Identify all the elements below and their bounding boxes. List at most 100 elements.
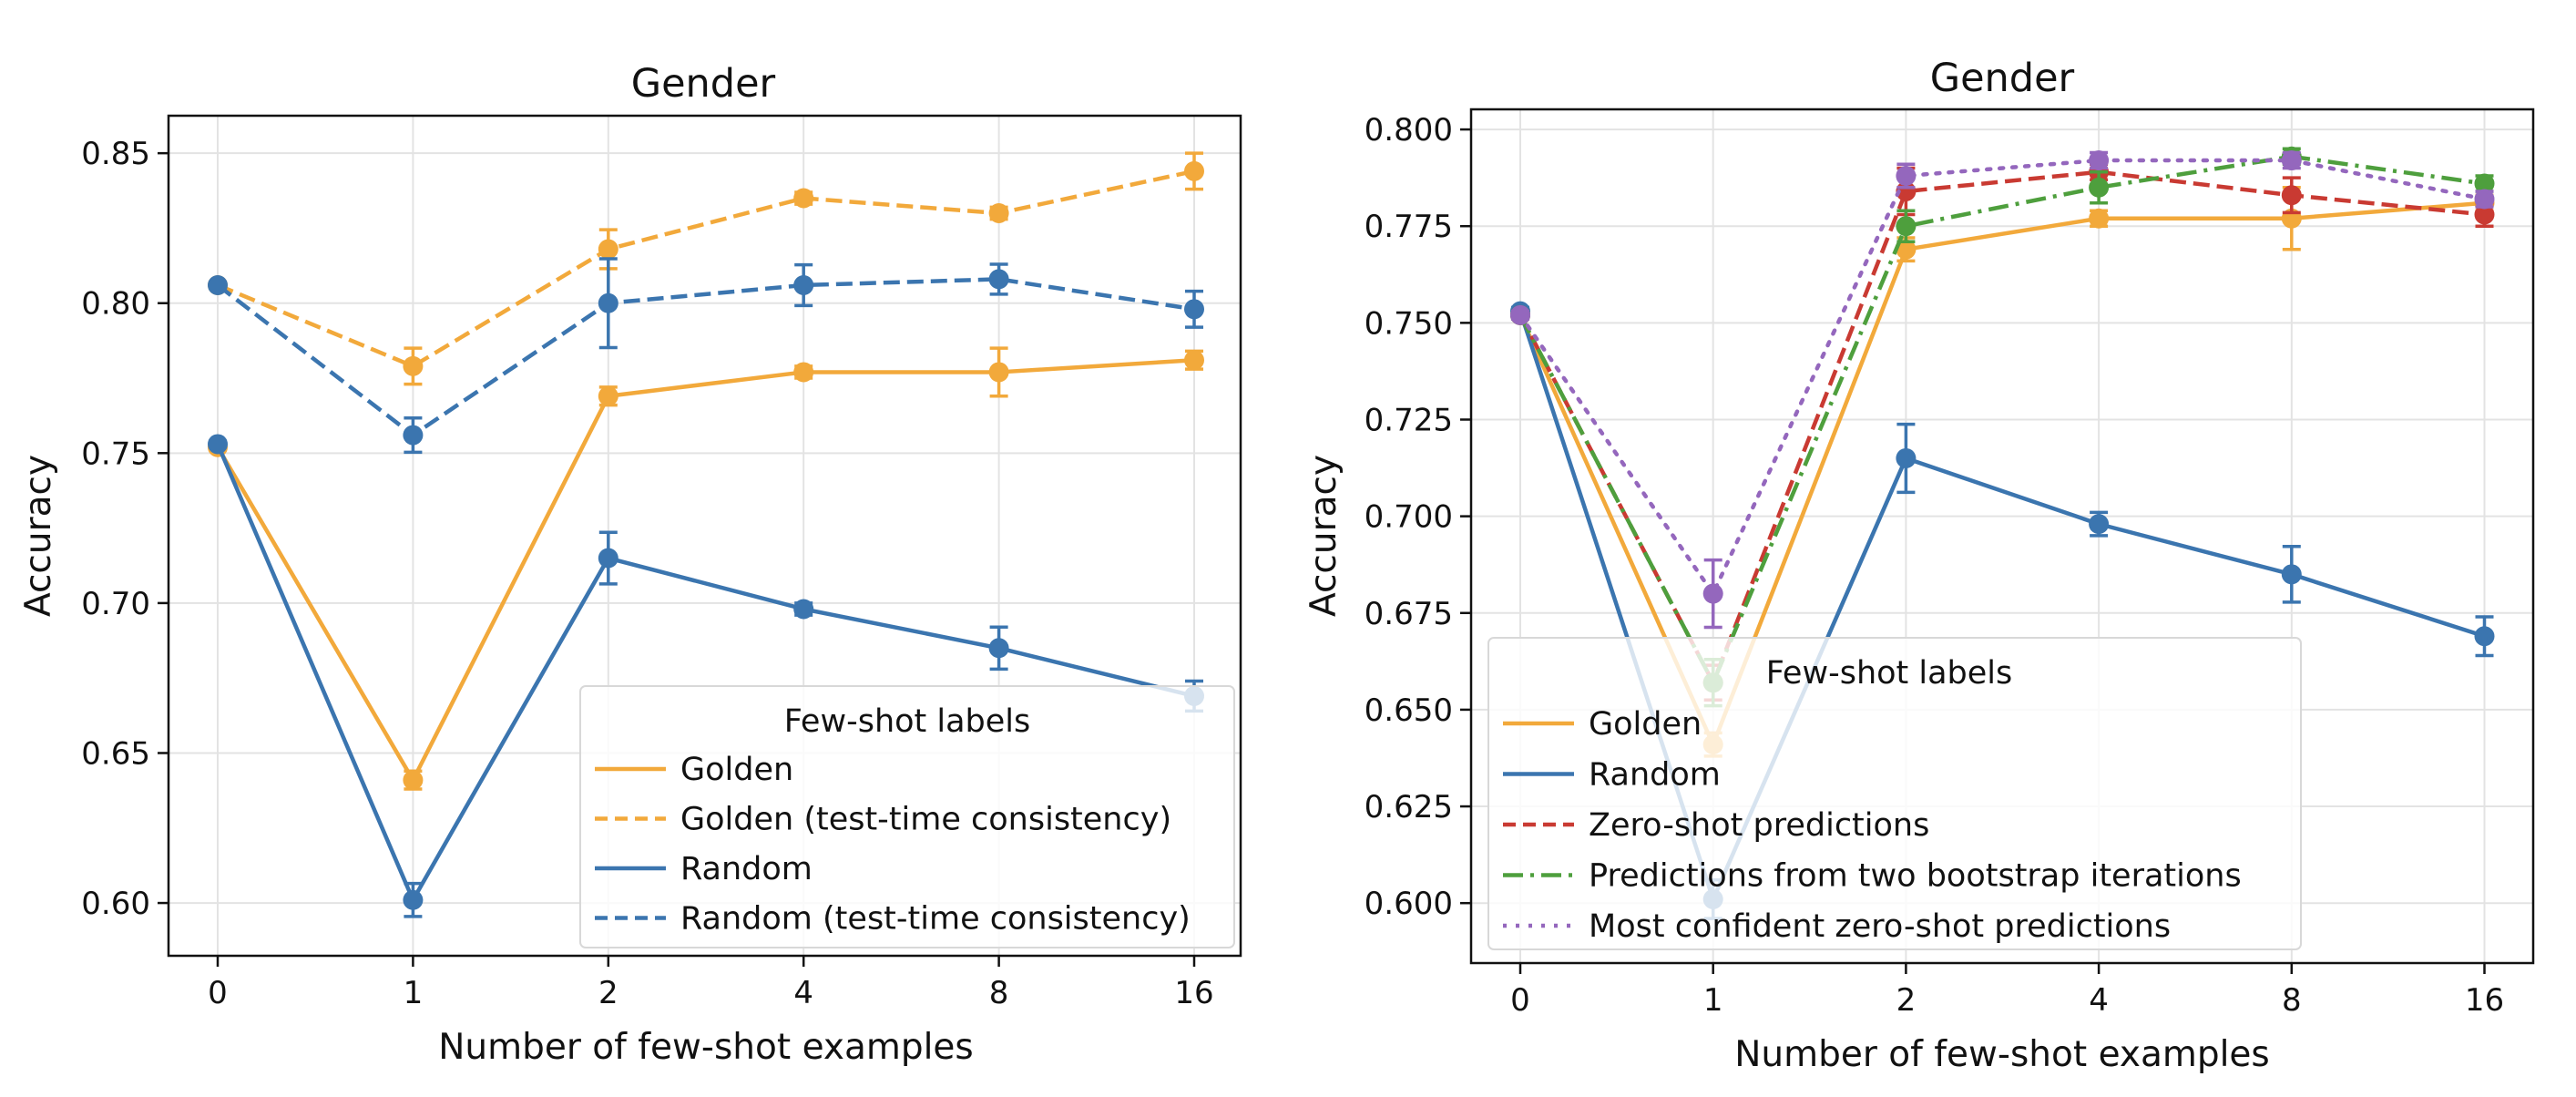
right-series-random-point (2281, 564, 2302, 585)
right-legend-label-predictions-from-two-bootstrap-iterations: Predictions from two bootstrap iteration… (1589, 858, 2242, 895)
left-axes-frame (167, 114, 1242, 958)
right-y-ticks: 0.600 0.625 0.650 0.675 0.700 0.725 0.750 0.775… (1365, 112, 1471, 922)
left-y-tick-label: 0.70 (81, 586, 150, 622)
left-series-golden-line (216, 358, 1195, 783)
right-legend: Few-shot labels Golden Random Zero-shot pre… (1487, 637, 2302, 950)
right-series-most-confident-zero-shot-predictions-point (2474, 189, 2495, 210)
left-series-golden-test-time-consistency-point (1184, 160, 1204, 181)
left-series-golden-test-time-consistency-point (403, 355, 424, 376)
left-legend-label-golden-test-time-consistency: Golden (test-time consistency) (680, 802, 1171, 838)
right-x-axis-label: Number of few-shot examples (1734, 1034, 2270, 1075)
right-legend-title: Few-shot labels (1766, 655, 2013, 692)
right-chart-title: Gender (1930, 56, 2075, 101)
left-series-golden-test-time-consistency-line (217, 169, 1195, 369)
left-series-golden-point (1184, 350, 1204, 371)
right-y-tick-label: 0.650 (1365, 692, 1453, 729)
right-y-tick-label: 0.750 (1365, 305, 1453, 342)
left-series-random-point (793, 599, 814, 620)
left-legend-label-random: Random (680, 851, 813, 887)
right-legend-label-zero-shot-predictions: Zero-shot predictions (1589, 807, 1929, 844)
right-axes-frame (1469, 108, 2535, 965)
right-series-most-confident-zero-shot-predictions-line (1518, 158, 2487, 596)
left-legend-title: Few-shot labels (784, 703, 1031, 740)
right-x-tick-label: 2 (1896, 982, 1917, 1019)
right-series-zero-shot-predictions-point (2281, 185, 2302, 206)
left-series-random-test-time-consistency-line (216, 277, 1195, 437)
left-series-golden-point (793, 362, 814, 383)
right-series-most-confident-zero-shot-predictions-point (2281, 150, 2302, 171)
right-series-most-confident-zero-shot-predictions (1510, 150, 2495, 630)
right-series-predictions-from-two-bootstrap-iterations-line (1518, 154, 2485, 685)
left-series-golden-test-time-consistency-point (988, 202, 1009, 223)
right-legend-label-golden: Golden (1589, 706, 1702, 743)
left-chart-panel: 0.600.650.700.750.800.85 0 1 2 4 8 16 Gender … (18, 61, 1242, 1068)
left-series-random-test-time-consistency-point (988, 269, 1009, 290)
right-series-golden-point (1896, 239, 1917, 260)
left-series-random-point (988, 638, 1009, 659)
right-y-tick-label: 0.600 (1365, 886, 1453, 922)
right-x-tick-label: 8 (2282, 982, 2302, 1019)
right-x-tick-label: 4 (2089, 982, 2109, 1019)
left-y-tick-label: 0.65 (81, 735, 150, 772)
right-series-predictions-from-two-bootstrap-iterations-point (2089, 177, 2110, 198)
right-series-random-point (2089, 514, 2110, 535)
left-series-random-point (208, 434, 228, 455)
right-y-tick-label: 0.725 (1365, 402, 1453, 438)
left-x-tick-label: 0 (208, 975, 228, 1011)
right-legend-label-most-confident-zero-shot-predictions: Most confident zero-shot predictions (1589, 908, 2171, 945)
left-series-golden-test-time-consistency-point (793, 188, 814, 209)
left-series-random-test-time-consistency-point (1184, 299, 1204, 320)
left-y-tick-label: 0.80 (81, 286, 150, 323)
left-legend-box (579, 685, 1235, 948)
left-series-random-test-time-consistency-point (793, 274, 814, 295)
left-series-random-test-time-consistency-point (598, 292, 618, 313)
right-y-tick-label: 0.700 (1365, 499, 1453, 536)
left-series-golden-test-time-consistency-point (598, 239, 618, 260)
right-series-random-point (2474, 626, 2495, 647)
right-y-tick-label: 0.625 (1365, 789, 1453, 825)
left-x-tick-label: 1 (404, 975, 424, 1011)
left-series-random-point (598, 548, 618, 569)
right-y-tick-label: 0.775 (1365, 209, 1453, 245)
left-x-tick-label: 4 (793, 975, 813, 1011)
right-series-golden-point (2089, 208, 2110, 229)
left-y-tick-label: 0.60 (81, 886, 150, 922)
left-x-axis-label: Number of few-shot examples (438, 1027, 974, 1068)
left-series-golden-point (988, 362, 1009, 383)
right-x-tick-label: 1 (1703, 982, 1723, 1019)
right-series-most-confident-zero-shot-predictions-point (1702, 583, 1723, 604)
right-chart-panel: 0.600 0.625 0.650 0.675 0.700 0.725 0.750 0.775… (1303, 56, 2535, 1075)
left-y-tick-label: 0.85 (81, 136, 150, 172)
right-y-tick-label: 0.675 (1365, 596, 1453, 632)
right-series-random-point (1896, 447, 1917, 468)
right-series-predictions-from-two-bootstrap-iterations-point (1896, 216, 1917, 237)
right-series-most-confident-zero-shot-predictions-point (1896, 166, 1917, 187)
right-legend-label-random: Random (1589, 757, 1721, 794)
left-series-random-point (403, 889, 424, 910)
right-y-axis-label: Accuracy (1303, 455, 1344, 617)
right-x-ticks: 0 1 2 4 8 16 (1510, 963, 2504, 1019)
left-x-tick-label: 8 (989, 975, 1009, 1011)
right-x-tick-label: 16 (2465, 982, 2504, 1019)
left-legend-label-golden: Golden (680, 752, 793, 788)
left-y-ticks: 0.60 0.65 0.70 0.75 0.80 0.85 (81, 136, 169, 922)
left-series-group (208, 151, 1204, 918)
right-series-most-confident-zero-shot-predictions-point (1510, 304, 1530, 325)
left-chart-title: Gender (631, 61, 776, 107)
right-series-predictions-from-two-bootstrap-iterations-point (2474, 173, 2495, 194)
left-series-golden-point (598, 385, 618, 406)
left-series-random-line (215, 443, 1195, 903)
left-y-axis-label: Accuracy (18, 455, 59, 617)
left-series-random-test-time-consistency (208, 257, 1204, 455)
right-series-zero-shot-predictions-point (2474, 204, 2495, 225)
left-x-ticks: 0 1 2 4 8 16 (208, 956, 1214, 1011)
right-x-tick-label: 0 (1510, 982, 1530, 1019)
right-y-tick-label: 0.800 (1365, 112, 1453, 149)
left-x-tick-label: 2 (598, 975, 618, 1011)
left-x-tick-label: 16 (1174, 975, 1213, 1011)
left-y-tick-label: 0.75 (81, 436, 150, 472)
left-series-random-test-time-consistency-point (403, 425, 424, 446)
left-series-golden-point (403, 770, 424, 791)
right-series-most-confident-zero-shot-predictions-point (2089, 150, 2110, 171)
